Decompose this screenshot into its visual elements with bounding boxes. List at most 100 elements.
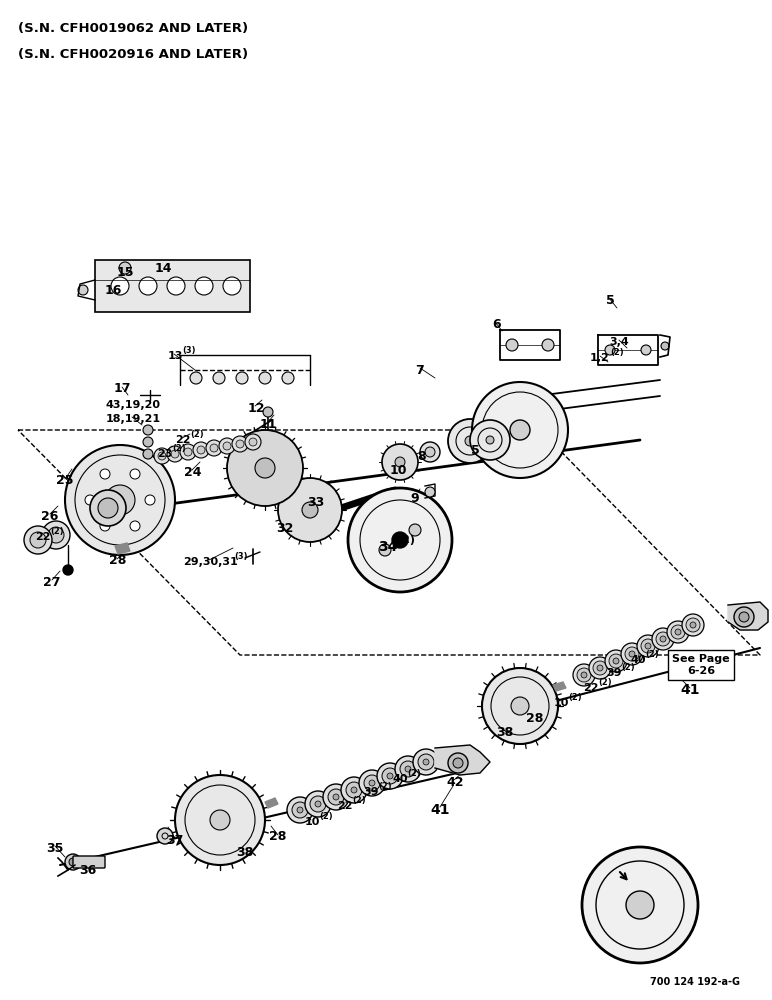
Circle shape [30, 532, 46, 548]
Text: 35: 35 [46, 842, 63, 854]
Circle shape [297, 807, 303, 813]
Circle shape [65, 445, 175, 555]
Text: 28: 28 [110, 554, 127, 568]
Circle shape [175, 775, 265, 865]
Circle shape [130, 469, 140, 479]
Text: (2): (2) [621, 663, 635, 672]
Circle shape [425, 487, 435, 497]
Circle shape [100, 521, 110, 531]
Circle shape [85, 495, 95, 505]
Circle shape [333, 794, 339, 800]
Circle shape [206, 440, 222, 456]
Circle shape [90, 490, 126, 526]
Text: 33: 33 [307, 496, 324, 510]
Text: 10: 10 [389, 464, 407, 478]
FancyBboxPatch shape [73, 856, 105, 868]
Circle shape [359, 770, 385, 796]
Circle shape [24, 526, 52, 554]
Circle shape [282, 372, 294, 384]
Circle shape [582, 847, 698, 963]
Circle shape [661, 342, 669, 350]
Circle shape [348, 488, 452, 592]
Circle shape [364, 775, 380, 791]
Circle shape [143, 449, 153, 459]
FancyBboxPatch shape [95, 260, 250, 312]
Text: 39: 39 [606, 668, 621, 678]
Circle shape [100, 469, 110, 479]
Polygon shape [435, 745, 490, 775]
Text: 28: 28 [527, 712, 543, 724]
Circle shape [392, 532, 408, 548]
Circle shape [119, 262, 131, 274]
Circle shape [486, 436, 494, 444]
Circle shape [323, 784, 349, 810]
Circle shape [223, 277, 241, 295]
Text: See Page
6-26: See Page 6-26 [672, 654, 730, 676]
Circle shape [409, 524, 421, 536]
Circle shape [656, 632, 670, 646]
Text: 25: 25 [56, 475, 74, 488]
Circle shape [382, 444, 418, 480]
Text: 40: 40 [630, 655, 645, 665]
Text: 28: 28 [269, 830, 286, 844]
Text: (2): (2) [191, 430, 204, 439]
Circle shape [287, 797, 313, 823]
Text: 41: 41 [680, 683, 699, 697]
Polygon shape [265, 798, 278, 808]
Circle shape [542, 339, 554, 351]
Text: 8: 8 [418, 450, 426, 462]
Text: 10: 10 [554, 698, 569, 708]
Text: 11: 11 [259, 418, 276, 430]
Circle shape [739, 612, 749, 622]
Circle shape [379, 544, 391, 556]
Circle shape [154, 448, 170, 464]
Text: 7: 7 [415, 363, 425, 376]
Text: 29,30,31: 29,30,31 [183, 557, 237, 567]
Circle shape [255, 458, 275, 478]
Text: 34: 34 [378, 540, 398, 554]
Circle shape [167, 277, 185, 295]
Text: 18,19,21: 18,19,21 [106, 414, 161, 424]
Text: (2): (2) [320, 812, 333, 821]
Circle shape [158, 452, 166, 460]
Circle shape [625, 647, 639, 661]
Circle shape [302, 502, 318, 518]
Text: 23: 23 [157, 449, 173, 459]
Text: 37: 37 [166, 834, 184, 846]
Text: 17: 17 [113, 382, 130, 395]
Text: 43,19,20: 43,19,20 [106, 400, 161, 410]
Circle shape [405, 766, 411, 772]
Circle shape [675, 629, 681, 635]
Circle shape [652, 628, 674, 650]
Circle shape [42, 521, 70, 549]
Circle shape [193, 442, 209, 458]
Circle shape [69, 858, 77, 866]
Circle shape [223, 442, 231, 450]
Circle shape [377, 763, 403, 789]
Circle shape [315, 801, 321, 807]
Text: 36: 36 [80, 863, 96, 876]
Circle shape [197, 446, 205, 454]
Text: 40: 40 [392, 774, 408, 784]
Text: (2): (2) [378, 782, 392, 791]
Circle shape [263, 407, 273, 417]
Polygon shape [115, 543, 130, 554]
Text: 12: 12 [247, 401, 265, 414]
Circle shape [589, 657, 611, 679]
Circle shape [645, 643, 651, 649]
Text: 38: 38 [236, 846, 254, 858]
Circle shape [219, 438, 235, 454]
Circle shape [341, 777, 367, 803]
Circle shape [418, 754, 434, 770]
Circle shape [605, 345, 615, 355]
Circle shape [63, 565, 73, 575]
Circle shape [213, 372, 225, 384]
Circle shape [626, 891, 654, 919]
Circle shape [511, 697, 529, 715]
Circle shape [143, 437, 153, 447]
Circle shape [425, 447, 435, 457]
Circle shape [660, 636, 666, 642]
Circle shape [305, 791, 331, 817]
Circle shape [167, 446, 183, 462]
Text: (S.N. CFH0019062 AND LATER): (S.N. CFH0019062 AND LATER) [18, 22, 248, 35]
